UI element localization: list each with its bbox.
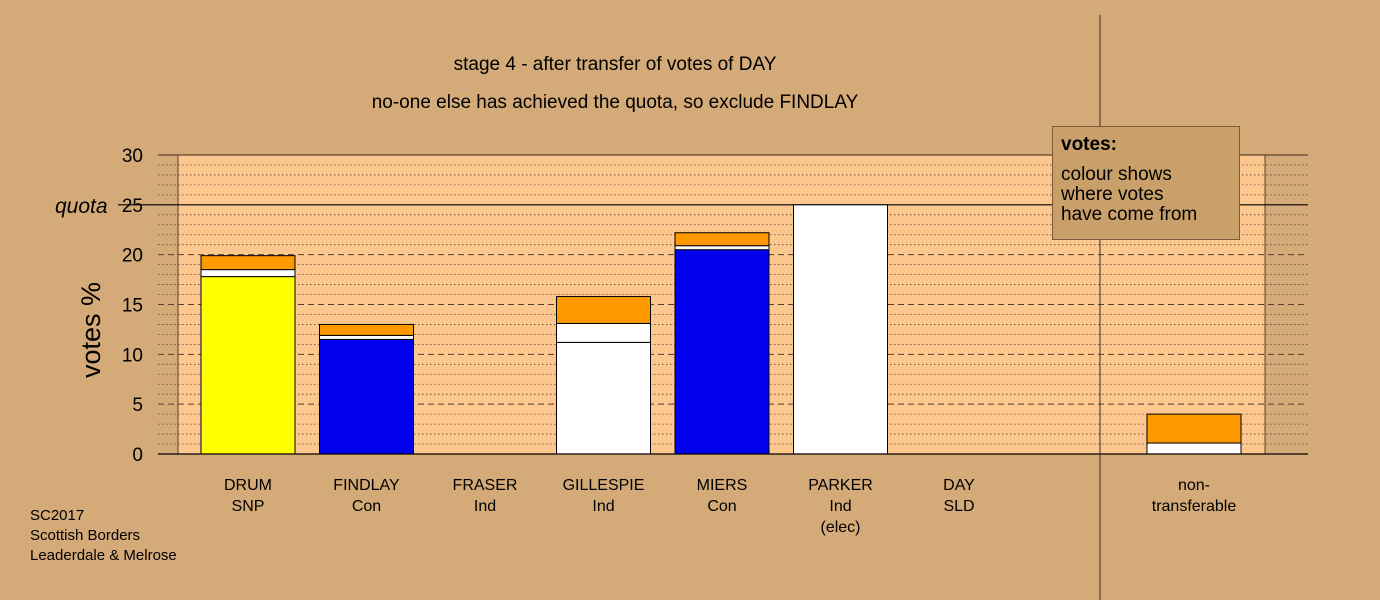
bar-segment (556, 322, 651, 343)
x-tick-label: SLD (943, 498, 974, 515)
bar-segment (674, 232, 770, 247)
axes (158, 15, 1308, 600)
footer-note: SC2017 Scottish Borders Leaderdale & Mel… (30, 506, 177, 566)
bar-segment (200, 276, 296, 455)
bar-segment (200, 255, 296, 271)
x-tick-label: FRASER (453, 477, 518, 494)
x-tick-label: Con (352, 498, 381, 515)
y-tick-label: 30 (122, 146, 143, 167)
bar-segment (556, 296, 651, 324)
x-tick-label: FINDLAY (333, 477, 400, 494)
bar-segment (793, 204, 888, 455)
footer-line: Scottish Borders (30, 527, 141, 544)
bar-segment (319, 334, 414, 340)
legend-line: have come from (1061, 204, 1198, 225)
x-tick-label: Ind (829, 498, 851, 515)
quota-label: quota (55, 195, 108, 218)
x-tick-label: Ind (474, 498, 496, 515)
x-tick-label: MIERS (697, 477, 748, 494)
chart-subtitle: no-one else has achieved the quota, so e… (371, 92, 859, 113)
x-tick-label: (elec) (820, 519, 860, 536)
bar-segment (319, 323, 414, 336)
legend-line: where votes (1061, 184, 1164, 205)
x-tick-label: Con (707, 498, 736, 515)
bars (200, 204, 1242, 455)
footer-line: Leaderdale & Melrose (30, 547, 177, 564)
y-tick-label: 25 (122, 196, 143, 217)
bar-segment (1146, 442, 1242, 455)
x-tick-label: GILLESPIE (563, 477, 645, 494)
bar-segment (1146, 413, 1242, 444)
x-tick-label: PARKER (808, 477, 873, 494)
footer-line: SC2017 (30, 507, 85, 524)
legend-heading: votes: (1061, 134, 1117, 155)
y-axis-label: votes % (76, 282, 106, 378)
bar-segment (674, 245, 770, 251)
bar-segment (319, 338, 414, 455)
chart-title: stage 4 - after transfer of votes of DAY (453, 54, 777, 75)
legend: votes: colour shows where votes have com… (1052, 126, 1240, 240)
y-tick-label: 20 (122, 246, 143, 267)
y-tick-labels: 0 5 10 15 20 25 30 (122, 146, 143, 466)
bar-segment (674, 249, 770, 455)
bar-segment (556, 341, 651, 455)
bar-segment (200, 269, 296, 278)
x-tick-label: transferable (1152, 498, 1237, 515)
y-tick-label: 15 (122, 296, 143, 317)
x-tick-label: DAY (943, 477, 975, 494)
x-tick-label: non- (1178, 477, 1210, 494)
x-tick-labels: DRUM SNP FINDLAY Con FRASER Ind GILLESPIE Ind MI… (224, 477, 1236, 536)
x-tick-label: DRUM (224, 477, 272, 494)
y-tick-label: 5 (132, 395, 143, 416)
y-tick-label: 10 (122, 345, 143, 366)
x-tick-label: Ind (592, 498, 614, 515)
x-tick-label: SNP (232, 498, 265, 515)
y-tick-label: 0 (132, 445, 143, 466)
legend-line: colour shows (1061, 164, 1172, 185)
